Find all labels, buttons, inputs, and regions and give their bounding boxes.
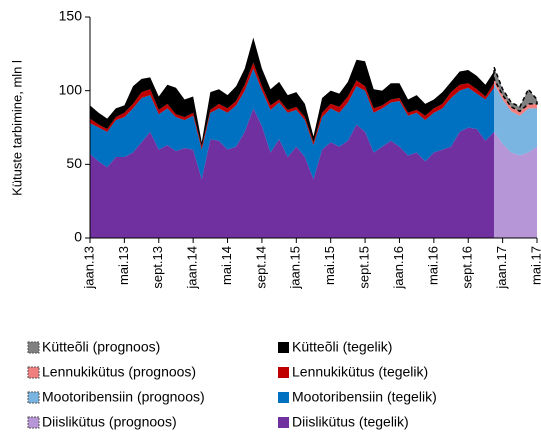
area	[90, 108, 495, 238]
x-tick-label: mai.16	[425, 246, 440, 285]
x-tick-label: sept.15	[357, 246, 372, 289]
legend-swatch	[278, 342, 289, 353]
legend-swatch	[278, 417, 289, 428]
x-tick-label: sept.14	[253, 246, 268, 289]
x-tick-label: mai.15	[322, 246, 337, 285]
legend-label: Mootoribensiin (tegelik)	[292, 389, 437, 405]
area	[90, 37, 495, 147]
legend-label: Diislikütus (tegelik)	[292, 414, 409, 430]
x-tick-label: jaan.15	[288, 246, 303, 290]
y-tick-label: 150	[59, 8, 83, 24]
legend-swatch	[27, 366, 40, 379]
legend-label: Diislikütus (prognoos)	[42, 414, 177, 430]
area	[494, 131, 537, 238]
y-tick-label: 100	[59, 81, 83, 97]
legend-label: Lennukikütus (prognoos)	[42, 364, 196, 380]
legend-label: Kütteõli (prognoos)	[42, 339, 160, 355]
area	[494, 83, 537, 156]
x-tick-label: mai.14	[219, 246, 234, 285]
area	[90, 68, 495, 180]
x-tick-label: sept.13	[150, 246, 165, 289]
x-tick-label: jaan.17	[494, 246, 509, 290]
legend-swatch	[27, 341, 40, 354]
y-tick-label: 50	[66, 155, 82, 171]
legend-swatch	[27, 391, 40, 404]
x-tick-label: mai.17	[528, 246, 541, 285]
y-tick-label: 0	[74, 229, 82, 245]
x-tick-label: mai.13	[116, 246, 131, 285]
x-tick-label: sept.16	[460, 246, 475, 289]
x-tick-label: jaan.16	[391, 246, 406, 290]
x-tick-label: jaan.14	[185, 246, 200, 290]
legend-label: Lennukikütus (tegelik)	[292, 364, 428, 380]
legend-swatch	[278, 367, 289, 378]
legend-swatch	[278, 392, 289, 403]
y-axis-label: Kütuste tarbimine, mln l	[9, 60, 24, 196]
area	[493, 66, 538, 113]
legend-label: Kütteõli (tegelik)	[292, 339, 392, 355]
legend-label: Mootoribensiin (prognoos)	[42, 389, 205, 405]
legend-swatch	[27, 416, 40, 429]
x-tick-label: jaan.13	[81, 246, 96, 290]
